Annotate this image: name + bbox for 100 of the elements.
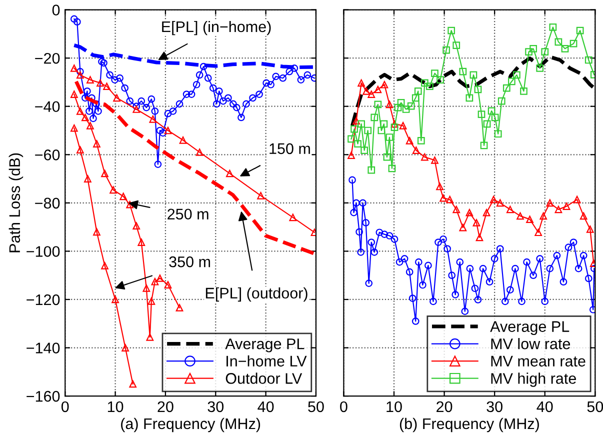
point	[421, 79, 428, 87]
point	[406, 136, 414, 144]
point	[272, 72, 280, 80]
x-tick-label: 0	[340, 401, 348, 412]
point	[151, 278, 159, 286]
y-tick-label: −80	[35, 198, 60, 209]
point	[488, 107, 496, 115]
point	[116, 74, 124, 82]
point	[76, 108, 84, 115]
point	[356, 228, 363, 236]
point	[256, 90, 263, 98]
y-tick-label: −20	[35, 52, 60, 64]
point	[561, 44, 569, 52]
point	[188, 90, 196, 98]
annotation: 150 m	[270, 143, 310, 154]
point	[200, 62, 208, 70]
point	[70, 15, 78, 23]
point	[100, 59, 108, 67]
point	[132, 102, 140, 110]
y-tick-label: −160	[26, 390, 60, 402]
point	[93, 228, 100, 236]
point	[112, 296, 119, 304]
point	[348, 135, 355, 143]
point	[482, 208, 490, 216]
legend-label: Average PL	[225, 338, 304, 352]
x-tick-label: 30	[208, 401, 224, 412]
point	[417, 136, 425, 144]
point	[96, 79, 104, 87]
point	[580, 252, 588, 260]
point	[466, 208, 474, 216]
annotation: E[PL] (in−home)	[162, 20, 271, 36]
point	[148, 95, 156, 103]
point	[452, 290, 460, 298]
point	[149, 115, 157, 123]
point	[122, 344, 130, 352]
point	[546, 199, 554, 207]
point	[360, 146, 368, 154]
point	[138, 238, 146, 246]
point	[226, 170, 234, 178]
point	[121, 84, 129, 92]
point	[233, 104, 240, 112]
point	[508, 78, 516, 86]
point	[93, 140, 100, 148]
point	[164, 126, 172, 134]
point	[132, 222, 140, 230]
point	[164, 281, 172, 288]
point	[584, 56, 592, 64]
point	[472, 219, 480, 226]
point	[368, 90, 376, 98]
point	[76, 68, 84, 76]
point	[380, 230, 388, 238]
point	[249, 94, 256, 102]
annotation: 250 m	[168, 208, 208, 220]
point	[530, 272, 537, 280]
point	[386, 134, 394, 141]
point	[490, 196, 498, 204]
point	[440, 194, 447, 202]
point	[358, 79, 365, 87]
point	[262, 79, 270, 87]
point	[212, 100, 220, 108]
point	[589, 306, 596, 314]
point	[554, 206, 562, 214]
point	[362, 219, 370, 226]
x-tick-label: 50	[308, 401, 324, 412]
point	[267, 80, 274, 88]
point	[242, 100, 250, 108]
point	[76, 71, 84, 79]
point	[297, 76, 305, 84]
x-tick-label: 40	[258, 401, 274, 412]
point	[570, 238, 578, 246]
point	[448, 26, 456, 34]
point	[126, 200, 134, 208]
point	[534, 228, 542, 236]
x-axis-title: (b) Frequency (MHz)	[400, 418, 539, 432]
point	[408, 294, 416, 302]
point	[383, 153, 391, 161]
point	[421, 153, 428, 161]
point	[70, 64, 78, 72]
point	[584, 274, 592, 282]
point	[540, 212, 548, 220]
point	[358, 120, 365, 128]
point	[412, 318, 420, 325]
point	[483, 120, 491, 128]
point	[86, 108, 93, 115]
point	[490, 255, 498, 262]
point	[471, 284, 479, 292]
point	[380, 120, 388, 128]
point	[73, 18, 81, 26]
legend-label: MV low rate	[491, 338, 570, 350]
point	[476, 234, 484, 242]
point	[370, 248, 378, 256]
point	[224, 94, 232, 102]
point	[368, 166, 376, 174]
point	[176, 304, 184, 312]
point	[470, 71, 478, 79]
y-tick-label: −100	[26, 246, 60, 257]
x-tick-label: 40	[536, 401, 553, 412]
point	[554, 38, 562, 46]
point	[440, 235, 447, 243]
point	[352, 117, 360, 125]
